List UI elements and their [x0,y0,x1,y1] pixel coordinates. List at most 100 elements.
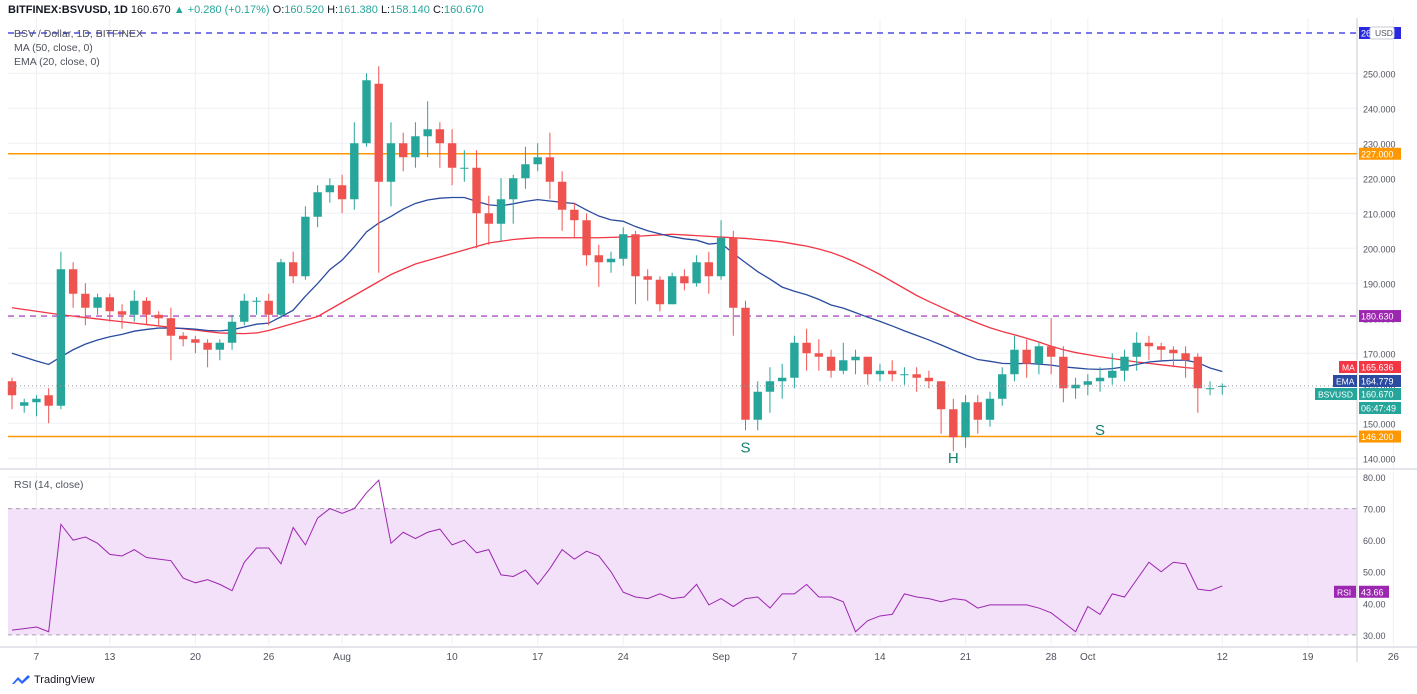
time-tick-label: 19 [1302,652,1314,663]
candle-body [264,300,273,315]
candle-body [1083,381,1092,385]
candle-body [643,276,652,280]
candle-body [215,342,225,350]
candle-body [998,374,1007,399]
close-value: 160.670 [443,4,484,16]
open-value: 160.520 [284,4,325,16]
price-badge-name: MA [1342,363,1355,373]
time-tick-label: 21 [960,652,972,663]
price-badge [1359,388,1401,400]
price-badge-name-box [1339,361,1357,373]
rsi-band [8,508,1357,635]
candle-body [1181,353,1190,361]
candle-body [729,237,738,308]
rsi-tick-label: 70.00 [1363,505,1386,515]
candle-body [594,255,603,263]
price-badge [1359,402,1401,414]
price-badge-value: 164.779 [1361,377,1394,387]
candle-body [606,258,616,263]
candle-body [521,164,530,179]
candle-body [570,209,579,221]
low-value: 158.140 [390,4,430,16]
rsi-badge-name-box [1334,585,1356,598]
close-label: C: [432,4,444,16]
candle-body [1059,356,1068,389]
time-tick-label: Oct [1080,652,1096,663]
candle-body [68,269,78,294]
level-badge-label: 180.630 [1361,312,1394,322]
candle-body [875,370,885,375]
candle-body [802,342,811,354]
candle-body [362,80,371,144]
rsi-badge-name: RSI [1337,587,1351,597]
candle-body [386,143,396,182]
candle-body [460,167,469,169]
candle-body [423,129,432,137]
time-tick-label: 26 [1388,652,1400,663]
low-label: L: [380,4,391,16]
price-tick-label: 240.000 [1363,104,1396,114]
candle-body [81,293,90,308]
candles [7,66,1227,452]
candle-body [1071,384,1080,389]
candle-body [777,377,787,382]
legend-ema[interactable]: EMA (20, close, 0) [14,56,100,68]
tradingview-logo[interactable]: TradingView [12,674,95,686]
candle-body [826,356,836,371]
candle-body [1022,349,1031,364]
currency-badge [1369,26,1395,40]
candle-body [1132,342,1141,357]
candle-body [117,311,127,315]
candle-body [301,216,310,277]
candle-body [667,276,677,305]
candle-body [753,391,762,420]
level-badge [1359,310,1401,323]
time-tick-label: 26 [263,652,275,663]
level-badge [1359,430,1401,443]
price-tick-label: 170.000 [1363,349,1396,359]
candle-body [56,269,66,406]
time-tick-label: 7 [792,652,798,663]
time-tick-label: 12 [1217,652,1229,663]
rsi-line [11,479,1223,633]
candle-body [337,185,347,200]
candle-body [557,181,567,210]
price-tick-label: 210.000 [1363,209,1396,219]
ema-line [11,196,1223,373]
candle-body [313,192,322,217]
tradingview-icon [12,675,30,684]
candle-body [44,395,53,406]
candle-body [1120,356,1129,371]
high-value: 161.380 [338,4,378,16]
legend-rsi[interactable]: RSI (14, close) [14,479,84,491]
price-tick-label: 190.000 [1363,279,1396,289]
candle-body [191,339,200,343]
price-badge-name-box [1315,388,1357,400]
rsi-badge [1359,585,1389,598]
candle-body [1193,356,1203,389]
symbol-header: BITFINEX:BSVUSD, 1D 160.670 ▲ +0.280 (+0… [8,0,484,20]
candle-body [288,262,298,277]
price-tick-label: 200.000 [1363,244,1396,254]
candle-body [252,300,261,302]
candle-body [435,129,445,144]
price-badge-name-box [1333,375,1357,387]
candle-body [863,356,872,375]
candle-body [631,234,640,277]
price-tick-label: 250.000 [1363,69,1396,79]
legend-series[interactable]: BSV / Dollar, 1D, BITFINEX [14,28,143,40]
price-badge [1359,375,1401,387]
time-tick-label: 17 [532,652,544,663]
candle-body [655,279,665,305]
candle-body [105,297,114,312]
pattern-label: H [948,450,959,467]
legend-ma[interactable]: MA (50, close, 0) [14,42,93,54]
time-tick-label: 7 [34,652,40,663]
candle-body [741,307,750,420]
candle-body [7,381,17,396]
candle-body [1034,346,1044,364]
change-arrow-icon: ▲ [173,4,185,16]
candle-body [130,300,139,315]
candle-body [484,213,493,224]
